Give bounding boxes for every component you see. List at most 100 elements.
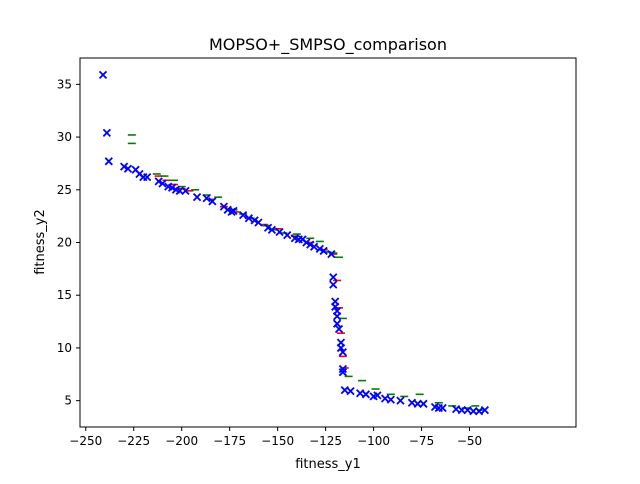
x-marker-stroke <box>329 280 338 289</box>
x-marker-stroke <box>386 395 395 404</box>
x-tick-label: −150 <box>261 434 294 448</box>
y-axis-label: fitness_y2 <box>33 209 48 275</box>
x-marker-stroke <box>202 194 211 203</box>
x-tick-label: −225 <box>117 434 150 448</box>
x-marker-stroke <box>250 216 259 225</box>
data-point-x-marker <box>238 210 248 220</box>
x-marker-stroke <box>480 405 489 415</box>
x-marker-stroke <box>135 169 144 179</box>
x-marker-stroke <box>275 227 284 237</box>
x-marker-stroke <box>219 202 229 211</box>
data-point-x-marker <box>332 312 342 321</box>
x-marker-stroke <box>244 214 253 223</box>
x-marker-stroke <box>208 197 217 206</box>
x-marker-stroke <box>338 348 348 357</box>
data-point-x-marker <box>338 364 348 374</box>
x-marker-stroke <box>123 164 133 173</box>
x-tick-label: −50 <box>457 434 482 448</box>
x-tick-label: −250 <box>69 434 102 448</box>
x-marker-stroke <box>104 157 113 166</box>
x-marker-stroke <box>171 185 181 194</box>
data-point-x-marker <box>202 194 211 203</box>
x-marker-stroke <box>419 399 428 408</box>
x-marker-stroke <box>283 230 292 240</box>
x-marker-stroke <box>98 70 108 80</box>
x-marker-stroke <box>306 240 315 249</box>
data-point-x-marker <box>319 246 328 256</box>
x-marker-stroke <box>329 273 338 282</box>
x-marker-stroke <box>332 312 342 321</box>
plot-area <box>80 58 576 427</box>
data-point-x-marker <box>346 387 355 396</box>
x-marker-stroke <box>267 225 277 234</box>
data-point-x-marker <box>208 197 217 206</box>
data-point-x-marker <box>419 399 428 408</box>
x-marker-stroke <box>131 165 140 174</box>
data-point-x-marker <box>338 348 348 357</box>
data-point-x-marker <box>386 395 395 404</box>
data-point-x-marker <box>244 214 253 223</box>
x-marker-stroke <box>154 177 163 186</box>
x-tick-label: −75 <box>409 434 434 448</box>
data-point-x-marker <box>329 280 338 289</box>
x-marker-stroke <box>319 246 328 256</box>
x-marker-stroke <box>338 368 348 377</box>
y-tick-label: 15 <box>57 288 72 302</box>
data-point-x-marker <box>329 273 338 282</box>
x-marker-stroke <box>361 390 371 399</box>
data-point-x-marker <box>154 177 163 186</box>
x-marker-stroke <box>438 403 447 413</box>
x-marker-stroke <box>396 396 405 405</box>
x-marker-stroke <box>158 179 167 188</box>
x-axis-label: fitness_y1 <box>295 457 361 472</box>
y-tick-label: 25 <box>57 183 72 197</box>
data-point-x-marker <box>267 225 277 234</box>
y-tick-label: 10 <box>57 341 72 355</box>
x-marker-stroke <box>298 235 307 244</box>
data-point-x-marker <box>336 343 346 353</box>
x-marker-stroke <box>229 206 238 216</box>
x-marker-stroke <box>119 162 129 171</box>
data-point-x-marker <box>254 218 263 227</box>
x-marker-stroke <box>309 242 319 251</box>
x-marker-stroke <box>143 172 152 182</box>
data-point-x-marker <box>373 391 382 400</box>
data-point-x-marker <box>438 403 447 413</box>
data-point-x-marker <box>306 240 315 249</box>
y-axis-ticks: 5 10 15 20 25 30 35 <box>57 77 80 408</box>
data-point-x-marker <box>338 368 348 377</box>
data-point-x-marker <box>123 164 133 173</box>
x-marker-stroke <box>290 234 300 243</box>
x-marker-stroke <box>331 302 340 311</box>
x-marker-stroke <box>302 238 311 247</box>
data-points <box>98 70 489 416</box>
data-point-x-marker <box>102 128 111 137</box>
x-marker-stroke <box>430 402 440 412</box>
x-axis-ticks: −250 −225 −200 −175 −150 −125 −100 −75 −50 <box>69 427 482 448</box>
data-point-x-marker <box>396 396 405 405</box>
x-marker-stroke <box>102 128 111 137</box>
x-marker-stroke <box>263 223 273 232</box>
data-point-x-marker <box>250 216 259 225</box>
x-marker-stroke <box>254 218 263 227</box>
y-tick-label: 20 <box>57 236 72 250</box>
data-point-x-marker <box>331 302 340 311</box>
x-marker-stroke <box>167 183 177 192</box>
x-marker-stroke <box>181 186 190 195</box>
data-point-x-marker <box>480 405 489 415</box>
x-marker-stroke <box>327 249 336 259</box>
data-point-x-marker <box>119 162 129 171</box>
data-point-x-marker <box>158 179 167 188</box>
data-point-x-marker <box>167 183 177 192</box>
data-point-x-marker <box>143 172 152 182</box>
data-point-x-marker <box>181 186 190 195</box>
x-tick-label: −200 <box>165 434 198 448</box>
data-point-x-marker <box>283 230 292 240</box>
y-tick-label: 5 <box>64 394 72 408</box>
x-marker-stroke <box>336 343 346 353</box>
data-point-x-marker <box>302 238 311 247</box>
chart-title: MOPSO+_SMPSO_comparison <box>209 35 447 55</box>
data-point-x-marker <box>98 70 108 80</box>
data-point-x-marker <box>192 193 202 202</box>
